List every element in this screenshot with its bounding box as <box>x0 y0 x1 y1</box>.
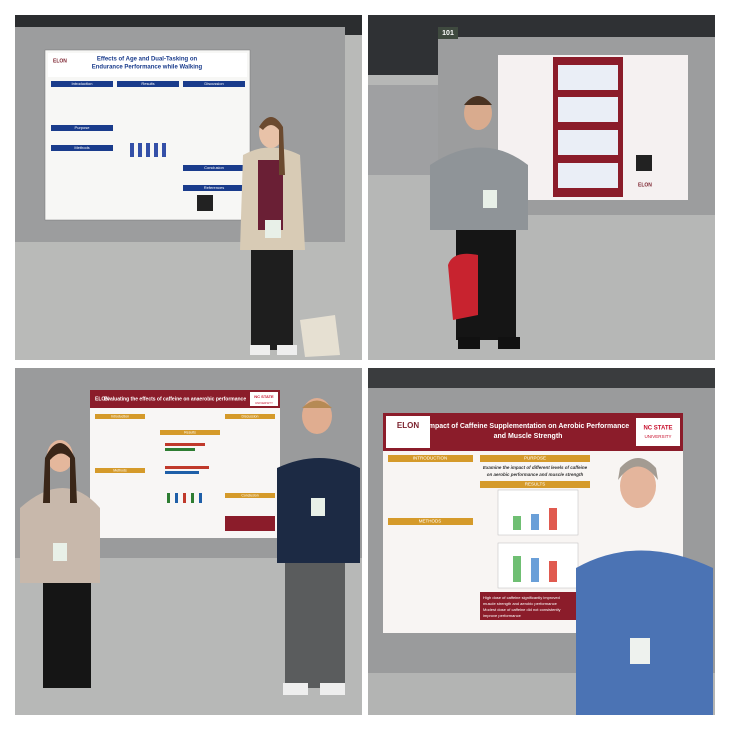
section-heading: PURPOSE <box>524 456 546 461</box>
person <box>20 440 100 688</box>
logo-box <box>386 416 430 448</box>
logo: ELON <box>638 182 652 188</box>
poster <box>90 390 280 538</box>
poster-title: Effects of Age and Dual-Tasking on <box>97 57 198 63</box>
sign <box>438 27 458 39</box>
conclusion-text: High dose of caffeine significantly impr… <box>483 595 560 600</box>
conclusion-box <box>480 592 590 620</box>
conclusion-text: Modest dose of caffeine did not consiste… <box>483 607 561 612</box>
conclusion-box <box>225 516 275 531</box>
photo-2: 101 ELON <box>368 15 715 360</box>
section-heading: Conclusion <box>241 493 258 497</box>
conclusion-text: muscle strength and aerobic performance <box>483 601 558 606</box>
badge <box>636 418 680 446</box>
ceiling <box>368 368 715 388</box>
photo-1: ELON Effects of Age and Dual-Tasking on … <box>15 15 362 360</box>
poster <box>44 49 251 221</box>
poster-header <box>383 413 683 451</box>
poster-title: Evaluating the effects of caffeine on an… <box>104 396 246 402</box>
section-heading: Discussion <box>204 81 223 86</box>
conclusion-text: improve performance <box>483 613 522 618</box>
section-heading: Methods <box>113 468 127 472</box>
section-heading: Methods <box>74 145 89 150</box>
section-heading: Discussion <box>242 414 259 418</box>
booth-number: 101 <box>442 30 454 37</box>
person <box>240 117 305 355</box>
section-bar <box>51 125 113 131</box>
section-bar <box>183 81 245 87</box>
purpose-text: Examine the impact of different levels o… <box>483 465 588 470</box>
section-heading: Introduction <box>72 81 93 86</box>
person <box>576 458 713 715</box>
bag <box>300 315 340 357</box>
bag <box>448 253 478 320</box>
qr-code <box>197 195 213 211</box>
poster-chart <box>165 443 209 503</box>
section-bar <box>51 81 113 87</box>
qr-code <box>636 155 652 171</box>
logo: ELON <box>397 421 419 430</box>
logo: ELON <box>53 58 67 64</box>
badge-text: UNIVERSITY <box>255 401 273 405</box>
badge-text: NC STATE <box>254 394 274 399</box>
poster-board <box>368 85 438 175</box>
photo-3: ELON Evaluating the effects of caffeine … <box>15 368 362 715</box>
photo-4: ELON Impact of Caffeine Supplementation … <box>368 368 715 715</box>
section-heading: References <box>204 185 224 190</box>
section-bar <box>117 81 179 87</box>
poster-header <box>48 53 247 77</box>
section-heading: Results <box>184 430 196 434</box>
section-heading: METHODS <box>419 519 442 524</box>
logo: ELON <box>95 396 109 402</box>
section-heading: Introduction <box>111 414 129 418</box>
section-heading: INTRODUCTION <box>413 456 448 461</box>
section-heading: Purpose <box>75 125 91 130</box>
person <box>430 96 528 349</box>
poster-header <box>90 390 280 408</box>
purpose-text: on aerobic performance and muscle streng… <box>487 472 584 477</box>
section-heading: Conclusion <box>204 165 224 170</box>
section-heading: Results <box>141 81 154 86</box>
section-heading: RESULTS <box>525 482 545 487</box>
poster-chart <box>497 489 579 589</box>
section-bar <box>183 185 245 191</box>
badge-text: UNIVERSITY <box>644 434 671 439</box>
poster-title: and Muscle Strength <box>494 433 563 440</box>
section-bar <box>183 165 245 171</box>
poster-title: Endurance Performance while Walking <box>92 65 203 71</box>
person <box>277 398 360 695</box>
poster-chart <box>130 143 166 157</box>
section-bar <box>51 145 113 151</box>
badge <box>250 392 278 406</box>
badge-text: NC STATE <box>643 426 672 432</box>
poster-title: Impact of Caffeine Supplementation on Ae… <box>427 423 629 430</box>
